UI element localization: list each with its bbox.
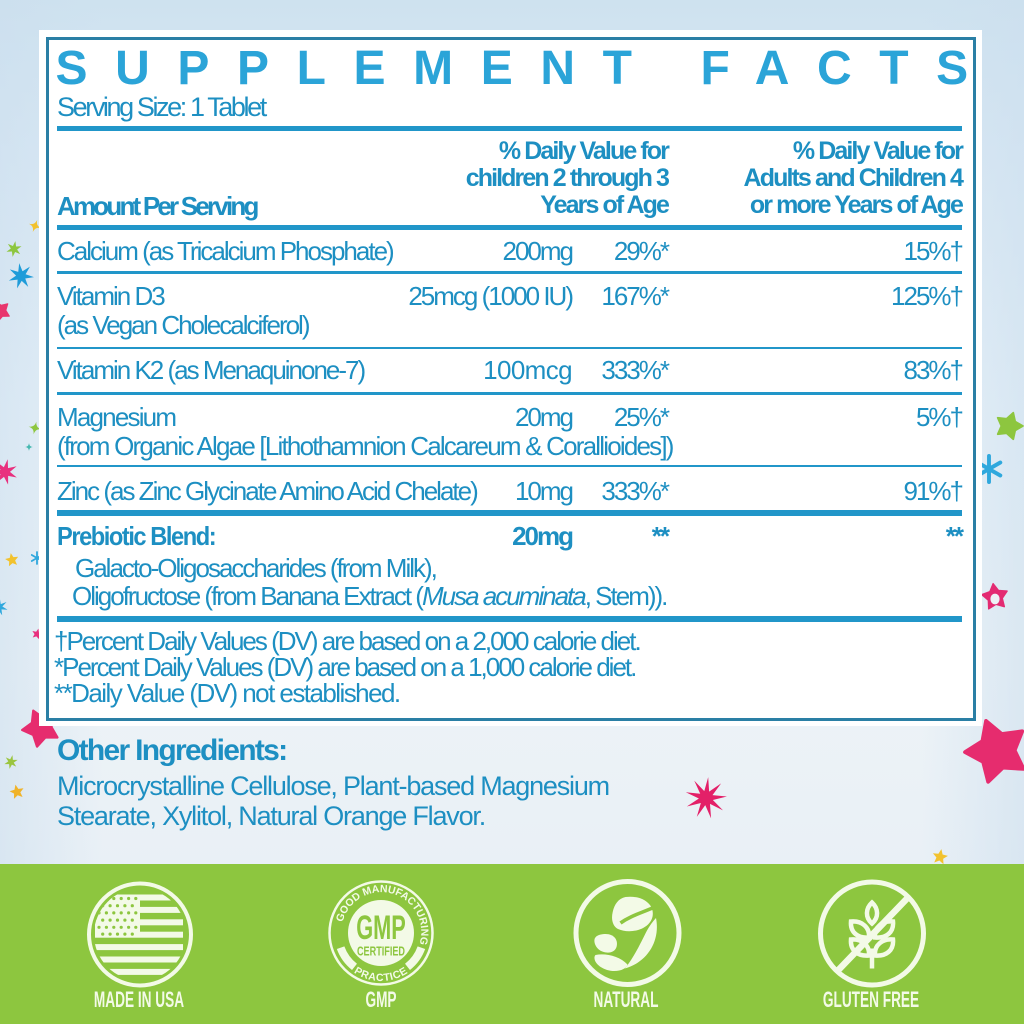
svg-text:PRACTICE: PRACTICE [352, 965, 410, 984]
svg-text:CERTIFIED: CERTIFIED [357, 945, 405, 959]
svg-text:GMP: GMP [356, 909, 406, 947]
